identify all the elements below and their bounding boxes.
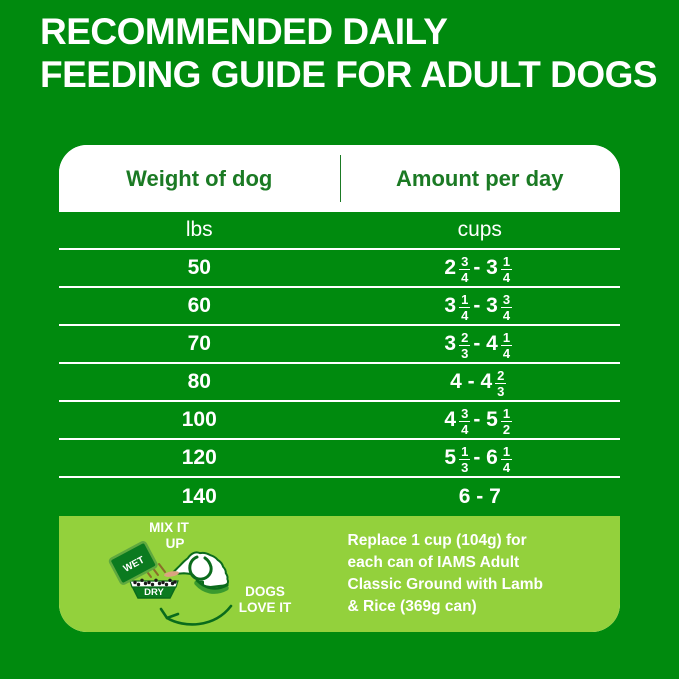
svg-text:DRY: DRY: [144, 587, 164, 598]
svg-text:UP: UP: [166, 536, 185, 551]
svg-text:MIX IT: MIX IT: [149, 520, 190, 535]
svg-text:LOVE IT: LOVE IT: [239, 600, 292, 615]
svg-text:DOGS: DOGS: [245, 584, 285, 599]
